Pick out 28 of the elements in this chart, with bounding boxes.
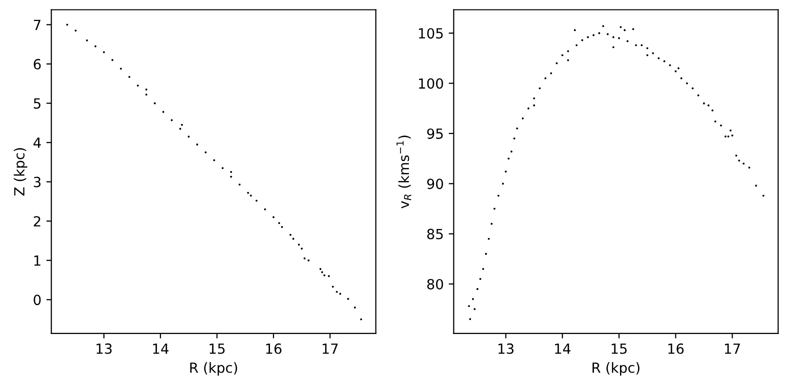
x-tick-label: 14 — [153, 344, 169, 354]
y-tick-label: 3 — [34, 176, 41, 188]
y-axis-title: Z (kpc) — [14, 148, 28, 196]
y-tick-label: 0 — [34, 294, 41, 306]
x-tick-label: 13 — [96, 343, 112, 354]
x-tick-label: 15 — [210, 344, 225, 354]
y-tick-label: 80 — [427, 278, 444, 290]
x-tick-label: 15 — [612, 344, 627, 354]
y-tick-label: 1 — [34, 256, 40, 266]
y-axis-title: v$_{R}$ (kms$^{−1}$) — [396, 136, 412, 208]
y-tick-label: 4 — [33, 138, 41, 148]
y-tick-label: 95 — [427, 128, 443, 139]
x-tick-label: 16 — [266, 343, 282, 354]
x-tick-label: 13 — [498, 343, 514, 354]
y-tick-label: 2 — [34, 216, 40, 226]
y-tick-label: 105 — [418, 28, 443, 39]
y-tick-label: 85 — [427, 228, 443, 240]
y-tick-label: 6 — [34, 58, 41, 70]
x-tick-label: 14 — [555, 344, 570, 354]
x-tick-label: 17 — [322, 344, 338, 354]
x-axis-title: R (kpc) — [592, 362, 640, 376]
y-tick-label: 90 — [427, 178, 444, 190]
x-axis-title: R (kpc) — [190, 362, 238, 376]
x-tick-label: 16 — [668, 343, 684, 354]
y-tick-label: 100 — [418, 78, 444, 89]
x-tick-label: 17 — [724, 344, 740, 354]
y-tick-label: 7 — [34, 20, 40, 30]
y-tick-label: 5 — [34, 98, 40, 109]
